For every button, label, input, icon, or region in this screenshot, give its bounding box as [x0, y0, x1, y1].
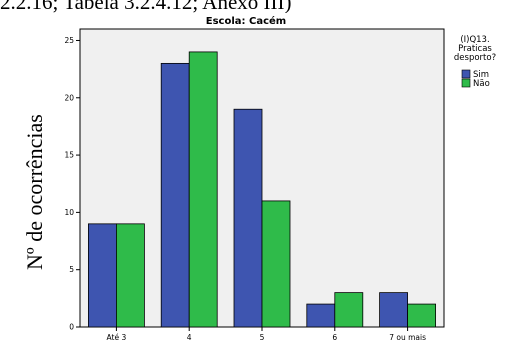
- y-tick-label-0: 0: [69, 323, 74, 332]
- bar-sim-1: [160, 62, 190, 328]
- bar-não-3: [334, 292, 364, 328]
- legend-label-sim: Sim: [473, 70, 489, 80]
- y-tick-label-4: 20: [64, 93, 74, 102]
- chart-title: Escola: Cacém: [206, 15, 286, 27]
- x-tick-label-2: 5: [260, 333, 265, 342]
- bar-não-1: [188, 51, 218, 328]
- y-tick-label-3: 15: [64, 151, 74, 160]
- x-tick-label-0: Até 3: [107, 333, 127, 342]
- y-tick-label-2: 10: [64, 208, 74, 217]
- y-axis: 0 5 10 15 20 25: [64, 36, 80, 332]
- legend-swatch-sim: [461, 69, 471, 79]
- header-text-fragment: 2.2.16; Tabela 3.2.4.12; Anexo III): [0, 0, 292, 13]
- bar-não-2: [261, 200, 291, 328]
- y-tick-label-1: 5: [69, 265, 74, 274]
- x-tick-label-4: 7 ou mais: [389, 333, 426, 342]
- legend-swatch-não: [461, 78, 471, 88]
- bar-sim-4: [379, 292, 409, 328]
- bar-não-4: [407, 303, 437, 328]
- legend-title-line-1: Praticas: [458, 44, 492, 54]
- x-axis: Até 3 4 5 6 7 ou mais: [107, 327, 426, 342]
- y-tick-label-5: 25: [64, 36, 74, 45]
- bar-sim-2: [233, 108, 263, 328]
- bar-sim-0: [88, 223, 117, 328]
- legend-title-line-2: desporto?: [454, 53, 496, 63]
- bar-sim-3: [306, 303, 336, 328]
- x-tick-label-1: 4: [187, 333, 192, 342]
- legend-label-não: Não: [473, 79, 490, 89]
- legend-title-line-0: (I)Q13.: [460, 35, 489, 45]
- x-tick-label-3: 6: [332, 333, 337, 342]
- bar-não-0: [116, 223, 145, 328]
- bars-group: [88, 51, 437, 328]
